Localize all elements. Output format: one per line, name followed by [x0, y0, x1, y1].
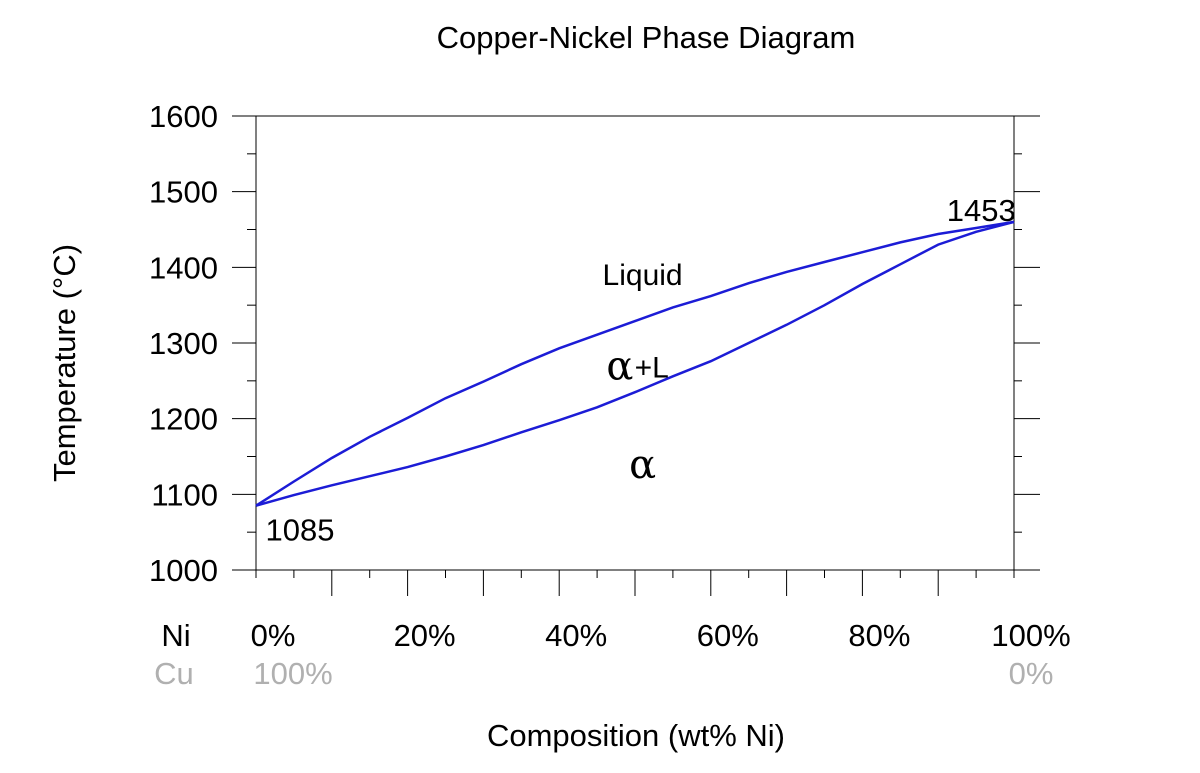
x-tick-cu-right: 0%: [1009, 656, 1054, 691]
solidus-line: [255, 220, 1015, 507]
y-tick-label: 1200: [149, 402, 218, 437]
y-tick-label: 1100: [151, 477, 218, 512]
x-tick-label: 40%: [545, 618, 607, 653]
x-tick-cu-left: 100%: [253, 656, 332, 691]
x-tick-label: 0%: [251, 618, 296, 653]
annotation-1453: 1453: [947, 193, 1016, 228]
liquidus-line: [255, 220, 1015, 507]
x-tick-label: 20%: [394, 618, 456, 653]
chart-title: Copper-Nickel Phase Diagram: [437, 20, 856, 55]
x-row-label-cu: Cu: [154, 656, 194, 691]
y-tick-label: 1500: [149, 175, 218, 210]
label-liquid: Liquid: [603, 259, 683, 292]
label-alpha-liquid-greek: α: [606, 344, 633, 390]
x-tick-label: 60%: [697, 618, 759, 653]
label-alpha: α: [629, 442, 656, 488]
label-alpha-liquid-suffix: +L: [635, 352, 669, 385]
plot-frame: [255, 115, 1015, 571]
y-tick-label: 1300: [149, 326, 218, 361]
y-tick-label: 1400: [149, 250, 218, 285]
x-axis-label: Composition (wt% Ni): [487, 718, 785, 753]
y-axis-label: Temperature (°C): [47, 244, 82, 482]
series-layer: [255, 220, 1015, 507]
y-tick-label: 1600: [149, 99, 218, 134]
annotation-1085: 1085: [266, 513, 335, 548]
x-tick-label: 80%: [848, 618, 910, 653]
x-axis: 0% 20% 40% 60% 80% 100%: [251, 570, 1071, 653]
x-tick-label: 100%: [991, 618, 1070, 653]
y-axis: 1000 1100 1200 1300 1400 1500 1600: [149, 99, 256, 588]
x-row-label-ni: Ni: [161, 618, 190, 653]
y-tick-label: 1000: [149, 553, 218, 588]
right-ticks: [1014, 115, 1040, 571]
